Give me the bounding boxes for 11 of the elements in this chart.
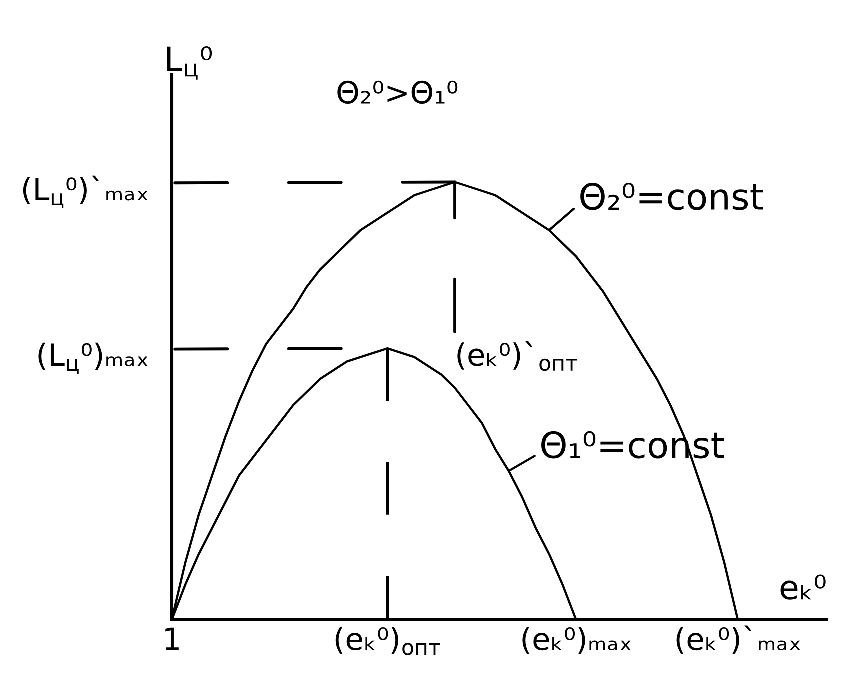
x-axis-title: eₖ⁰	[780, 574, 826, 600]
text: (L$_{ц}$⁰)`ₘₐₓ	[23, 176, 148, 208]
x-tick-label: (eₖ⁰)ₘₐₓ	[522, 626, 631, 654]
legend-label: Θ₂⁰=const	[580, 183, 764, 210]
x-tick-label: (eₖ⁰)`ₘₐₓ	[676, 626, 800, 654]
x-tick-label: 1	[166, 628, 179, 650]
annotation: (eₖ⁰)`$_{опт}$	[458, 341, 578, 372]
annotation: (L$_{ц}$⁰)ₘₐₓ	[38, 342, 148, 374]
y-axis-title: L$_{ц}$⁰	[167, 46, 212, 80]
text: Θ₂⁰>Θ₁⁰	[338, 80, 458, 104]
x-tick-label: (eₖ⁰)$_{опт}$	[336, 626, 440, 656]
